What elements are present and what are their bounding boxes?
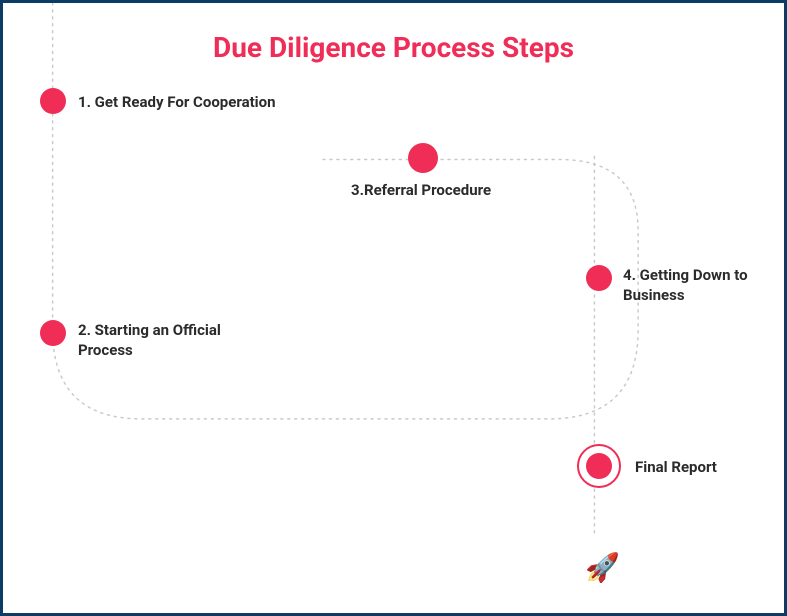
diagram-frame: Due Diligence Process Steps 1. Get Ready… bbox=[0, 0, 787, 616]
step2-label: 2. Starting an Official Process bbox=[78, 321, 248, 360]
step3-node bbox=[408, 143, 438, 173]
step4-node bbox=[586, 265, 612, 291]
step1-node bbox=[40, 88, 66, 114]
step1-label: 1. Get Ready For Cooperation bbox=[78, 93, 328, 113]
step2-node bbox=[40, 320, 66, 346]
rocket-icon: 🚀 bbox=[585, 551, 620, 584]
step4-label: 4. Getting Down to Business bbox=[623, 266, 763, 305]
step3-label: 3.Referral Procedure bbox=[351, 181, 551, 201]
final-node bbox=[586, 453, 612, 479]
diagram-title: Due Diligence Process Steps bbox=[3, 31, 784, 64]
final-label: Final Report bbox=[635, 458, 755, 478]
